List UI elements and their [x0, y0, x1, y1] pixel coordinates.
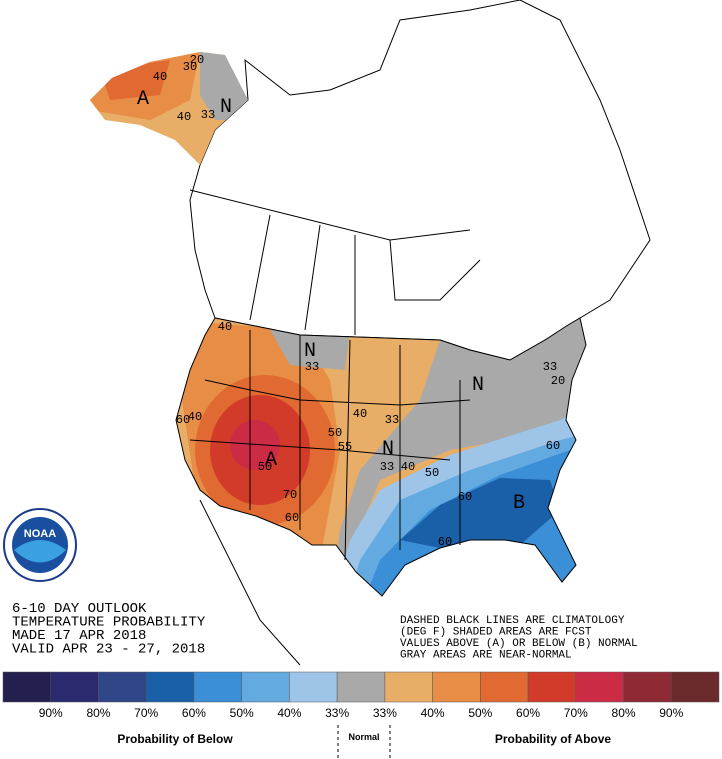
normal-label: Normal [348, 732, 379, 742]
legend-tick: 33% [325, 706, 349, 720]
region-letter: N [472, 374, 484, 397]
contour-label: 33 [305, 360, 319, 374]
legend-tick: 80% [86, 706, 110, 720]
region-letter: N [382, 438, 394, 461]
contour-label: 60 [546, 439, 560, 453]
legend-swatch [671, 671, 720, 703]
contour-label: 30 [183, 60, 197, 74]
contour-label: 33 [543, 360, 557, 374]
note-line: GRAY AREAS ARE NEAR-NORMAL [400, 650, 572, 662]
legend-tick: 90% [39, 706, 63, 720]
legend-tick: 50% [230, 706, 254, 720]
outlook-line: MADE 17 APR 2018 [12, 628, 146, 644]
legend-swatch [575, 671, 624, 703]
legend-tick: 80% [612, 706, 636, 720]
legend-swatch [432, 671, 481, 703]
contour-label: 20 [551, 374, 565, 388]
contour-label: 50 [425, 466, 439, 480]
contour-label: 33 [201, 108, 215, 122]
contour-label: 40 [218, 320, 232, 334]
contour-label: 60 [176, 413, 190, 427]
outlook-line: 6-10 DAY OUTLOOK [12, 601, 147, 617]
contour-label: 40 [353, 407, 367, 421]
legend-swatch [50, 671, 99, 703]
legend-tick: 40% [421, 706, 445, 720]
legend-swatch [2, 671, 51, 703]
contour-label: 40 [153, 70, 167, 84]
contour-label: 40 [177, 110, 191, 124]
note-line: (DEG F) SHADED AREAS ARE FCST [400, 627, 592, 639]
legend-swatch [289, 671, 338, 703]
legend-tick: 60% [516, 706, 540, 720]
above-label: Probability of Above [495, 732, 612, 746]
state-lines [175, 317, 587, 597]
note-line: VALUES ABOVE (A) OR BELOW (B) NORMAL [400, 638, 638, 650]
contour-label: 55 [338, 440, 352, 454]
noaa-logo: NOAA [3, 508, 77, 582]
legend-swatch [384, 671, 433, 703]
legend-tick: 90% [659, 706, 683, 720]
contour-label: 33 [380, 460, 394, 474]
outlook-line: VALID APR 23 - 27, 2018 [12, 642, 205, 658]
contour-label: 40 [188, 410, 202, 424]
legend-tick: 70% [134, 706, 158, 720]
legend-swatch [623, 671, 672, 703]
legend-swatch [193, 671, 242, 703]
contour-label: 40 [401, 460, 415, 474]
legend-tick: 40% [277, 706, 301, 720]
contour-label: 20 [190, 53, 204, 67]
region-letter: B [513, 492, 525, 515]
legend-swatch [336, 671, 386, 703]
region-letter: N [304, 340, 316, 363]
region-letter: N [220, 96, 232, 119]
contour-label: 50 [258, 460, 272, 474]
contour-label: 60 [438, 535, 452, 549]
contour-label: 70 [283, 488, 297, 502]
below-label: Probability of Below [117, 732, 233, 746]
legend-swatch [145, 671, 195, 703]
contour-label: 60 [285, 511, 299, 525]
region-letter: A [137, 88, 149, 111]
outlook-line: TEMPERATURE PROBABILITY [12, 615, 206, 631]
logo-text: NOAA [24, 528, 56, 540]
legend-tick: 70% [564, 706, 588, 720]
legend-swatch [241, 671, 290, 703]
contour-label: 33 [385, 413, 399, 427]
legend-swatch [480, 671, 529, 703]
legend-tick: 50% [468, 706, 492, 720]
region-letter: A [265, 449, 277, 472]
legend-swatch [98, 671, 147, 703]
note-line: DASHED BLACK LINES ARE CLIMATOLOGY [400, 615, 625, 627]
contour-label: 50 [328, 426, 342, 440]
contour-label: 60 [458, 490, 472, 504]
legend-tick: 60% [182, 706, 206, 720]
legend-tick: 33% [373, 706, 397, 720]
legend-swatch [527, 671, 577, 703]
